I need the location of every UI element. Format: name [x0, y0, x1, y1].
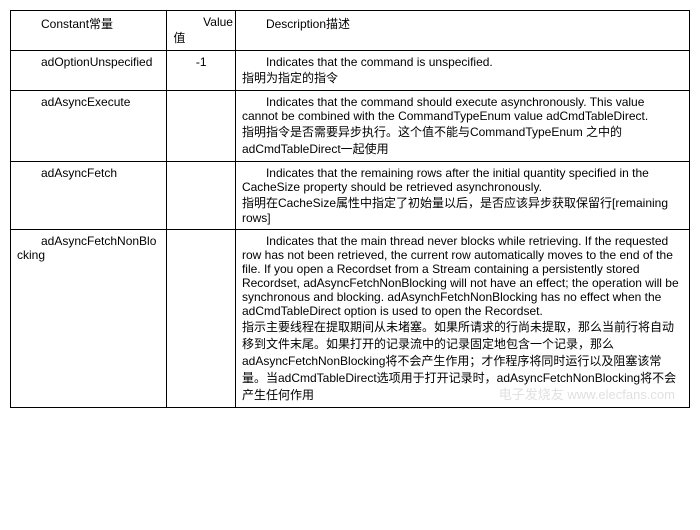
value-cell: -1	[167, 51, 236, 91]
constant-cell: adAsyncFetchNonBlocking	[11, 230, 167, 408]
constant-cell: adAsyncExecute	[11, 91, 167, 162]
desc-cn: 指示主要线程在提取期间从未堵塞。如果所请求的行尚未提取，那么当前行将自动移到文件…	[242, 320, 676, 402]
description-cell: Indicates that the remaining rows after …	[235, 162, 689, 230]
header-description: Description描述	[235, 11, 689, 51]
constant-name: adAsyncFetchNonBlocking	[17, 234, 160, 262]
desc-en: Indicates that the main thread never blo…	[242, 234, 683, 318]
header-description-text: Description描述	[242, 15, 683, 32]
desc-cn: 指明指令是否需要异步执行。这个值不能与CommandTypeEnum 之中的ad…	[242, 125, 622, 156]
constant-name: adOptionUnspecified	[17, 55, 160, 69]
table-row: adAsyncFetchNonBlocking Indicates that t…	[11, 230, 690, 408]
value-cell	[167, 91, 236, 162]
constant-cell: adAsyncFetch	[11, 162, 167, 230]
value-cell	[167, 230, 236, 408]
description-cell: Indicates that the main thread never blo…	[235, 230, 689, 408]
description-cell: Indicates that the command is unspecifie…	[235, 51, 689, 91]
constant-cell: adOptionUnspecified	[11, 51, 167, 91]
constant-name: adAsyncFetch	[17, 166, 160, 180]
desc-en: Indicates that the command should execut…	[242, 95, 683, 123]
header-value: Value 值	[167, 11, 236, 51]
desc-cn: 指明在CacheSize属性中指定了初始量以后，是否应该异步获取保留行[rema…	[242, 196, 668, 225]
value-cell	[167, 162, 236, 230]
desc-cn: 指明为指定的指令	[242, 71, 338, 85]
header-constant: Constant常量	[11, 11, 167, 51]
description-cell: Indicates that the command should execut…	[235, 91, 689, 162]
header-value-en: Value	[203, 15, 233, 29]
header-constant-text: Constant常量	[17, 15, 160, 32]
table-row: adAsyncExecute Indicates that the comman…	[11, 91, 690, 162]
constants-table: Constant常量 Value 值 Description描述 adOptio…	[10, 10, 690, 408]
desc-en: Indicates that the remaining rows after …	[242, 166, 683, 194]
table-row: adOptionUnspecified -1 Indicates that th…	[11, 51, 690, 91]
constant-name: adAsyncExecute	[17, 95, 160, 109]
table-header-row: Constant常量 Value 值 Description描述	[11, 11, 690, 51]
desc-en: Indicates that the command is unspecifie…	[242, 55, 683, 69]
table-row: adAsyncFetch Indicates that the remainin…	[11, 162, 690, 230]
header-value-cn: 值	[173, 29, 233, 46]
